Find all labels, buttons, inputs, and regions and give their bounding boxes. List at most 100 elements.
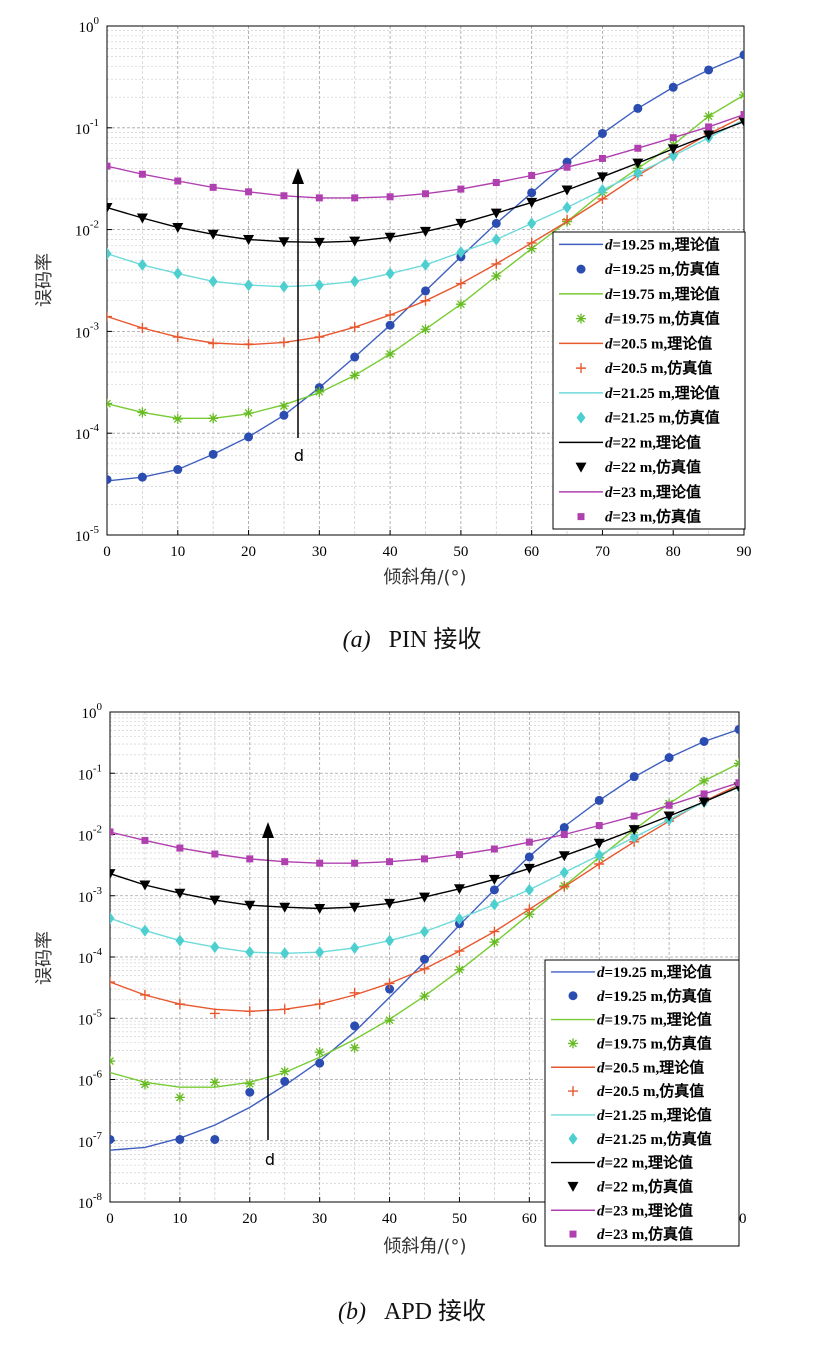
y-tick-label: 10-3 xyxy=(78,885,103,906)
data-point xyxy=(173,464,183,474)
x-tick-label: 20 xyxy=(241,544,256,560)
data-point xyxy=(562,201,572,214)
y-tick-label: 10-4 xyxy=(78,946,103,967)
data-point xyxy=(385,348,396,359)
data-point xyxy=(527,217,537,230)
data-point xyxy=(314,332,325,343)
data-point xyxy=(246,855,254,863)
data-point xyxy=(700,790,708,798)
data-point xyxy=(349,236,361,247)
data-point xyxy=(632,158,644,169)
legend-label: d=19.75 m,仿真值 xyxy=(605,310,720,328)
data-point xyxy=(453,884,465,895)
data-point xyxy=(664,753,674,763)
y-tick-exponent: -5 xyxy=(90,524,100,536)
data-point xyxy=(349,987,360,998)
data-point xyxy=(420,925,429,938)
data-point xyxy=(489,926,500,937)
y-tick-exponent: -3 xyxy=(93,885,103,897)
data-point xyxy=(491,218,501,228)
legend-label-rest: =23 m,仿真值 xyxy=(605,1225,694,1243)
y-tick-exponent: 0 xyxy=(94,15,100,27)
data-point xyxy=(351,859,359,867)
legend-label-rest: =20.5 m,理论值 xyxy=(605,1058,705,1076)
legend-marker xyxy=(567,1181,579,1192)
x-tick-label: 10 xyxy=(172,1211,187,1227)
y-tick-exponent: -8 xyxy=(93,1191,103,1203)
data-point xyxy=(107,311,112,322)
data-point xyxy=(350,352,360,362)
data-point xyxy=(244,1078,255,1089)
legend-label: d=22 m,仿真值 xyxy=(605,458,701,476)
data-point xyxy=(140,924,150,937)
data-point xyxy=(137,258,147,271)
data-point xyxy=(734,758,739,769)
data-point xyxy=(208,338,219,349)
data-point xyxy=(454,964,465,975)
data-point xyxy=(419,991,430,1002)
y-tick-exponent: 0 xyxy=(97,701,103,713)
data-point xyxy=(245,946,255,959)
data-point xyxy=(315,946,325,959)
y-tick-label: 10-2 xyxy=(78,824,102,845)
legend-label: d=19.25 m,理论值 xyxy=(597,963,712,981)
data-point xyxy=(596,172,608,183)
y-tick-label: 10-8 xyxy=(78,1191,103,1212)
data-point xyxy=(280,1076,290,1086)
y-tick-exponent: -2 xyxy=(93,824,102,836)
y-tick-label: 10-3 xyxy=(75,320,100,341)
data-point xyxy=(244,1006,255,1017)
annotation-label: d xyxy=(265,1150,275,1169)
legend-label: d=23 m,仿真值 xyxy=(605,508,701,526)
x-tick-label: 50 xyxy=(452,1211,467,1227)
data-point xyxy=(137,407,148,418)
data-point xyxy=(526,197,538,208)
x-tick-label: 50 xyxy=(453,544,468,560)
data-point xyxy=(279,280,289,293)
data-point xyxy=(489,885,499,895)
data-point xyxy=(629,772,639,782)
data-point xyxy=(350,942,360,955)
legend-label-var: d xyxy=(597,1060,605,1076)
x-tick-label: 60 xyxy=(522,1211,537,1227)
legend-label-var: d xyxy=(605,510,613,526)
data-point xyxy=(245,188,253,196)
data-point xyxy=(593,838,605,849)
legend-label-rest: =22 m,理论值 xyxy=(605,1154,694,1172)
legend-label-rest: =19.25 m,仿真值 xyxy=(605,987,712,1005)
data-point xyxy=(175,934,185,947)
legend-label-var: d xyxy=(597,1036,605,1052)
legend-marker xyxy=(568,991,578,1001)
legend-label-var: d xyxy=(597,1108,605,1124)
y-tick-exponent: -1 xyxy=(90,117,99,129)
x-tick-label: 10 xyxy=(170,544,185,560)
series-markers xyxy=(107,111,744,202)
data-point xyxy=(490,845,498,853)
data-point xyxy=(454,912,464,925)
data-point xyxy=(735,779,739,787)
data-point xyxy=(704,65,714,75)
data-point xyxy=(350,275,360,288)
legend-label: d=21.25 m,理论值 xyxy=(597,1106,712,1124)
series-markers xyxy=(107,117,744,248)
data-point xyxy=(419,892,430,903)
data-point xyxy=(705,123,713,131)
data-point xyxy=(349,370,360,381)
y-tick-label: 10-5 xyxy=(75,524,100,545)
data-point xyxy=(313,237,325,248)
data-point xyxy=(562,214,573,225)
data-point xyxy=(559,881,570,892)
legend-marker xyxy=(577,513,585,521)
data-point xyxy=(528,171,536,179)
y-tick-label: 10-1 xyxy=(75,117,99,138)
legend-label-rest: =22 m,仿真值 xyxy=(605,1177,694,1195)
x-tick-label: 0 xyxy=(103,544,111,560)
data-point xyxy=(527,188,537,198)
data-point xyxy=(110,912,115,925)
data-point xyxy=(280,947,290,960)
y-axis-label: 误码率 xyxy=(34,253,55,307)
legend-label-var: d xyxy=(605,361,613,377)
data-point xyxy=(210,1134,220,1144)
legend-label-rest: =23 m,仿真值 xyxy=(613,508,702,526)
legend-label-var: d xyxy=(605,411,613,427)
